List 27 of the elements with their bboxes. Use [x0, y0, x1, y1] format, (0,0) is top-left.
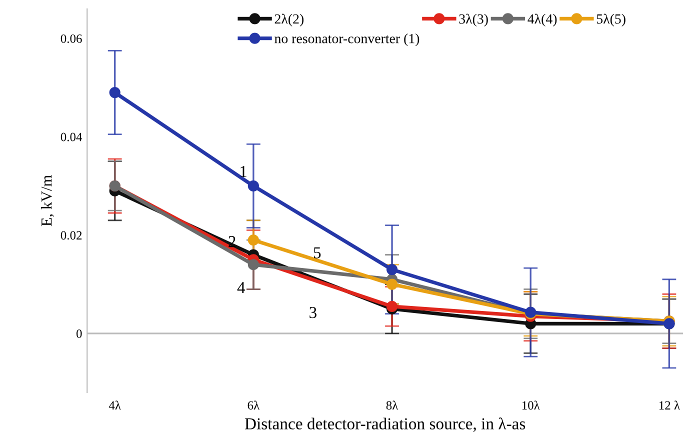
y-tick-label: 0.06 [60, 34, 82, 43]
legend-label: no resonator-converter (1) [274, 34, 420, 46]
annotation: 3 [310, 306, 316, 318]
legend-label: 3λ(3) [459, 14, 488, 26]
annotation: 4 [237, 282, 246, 294]
x-axis-title: Distance detector-radiation source, in λ-as [244, 418, 526, 432]
y-tick-label: 0 [76, 329, 82, 338]
legend-label: 4λ(4) [528, 14, 557, 26]
point [248, 259, 259, 270]
x-tick-label: 8λ [386, 400, 398, 410]
point [386, 300, 398, 312]
point [386, 278, 398, 290]
legend-label: 5λ(5) [596, 14, 626, 26]
legend-label: 2λ(2) [274, 14, 304, 26]
y-tick-label: 0.04 [60, 132, 82, 142]
annotation: 1 [240, 166, 246, 178]
point [386, 264, 398, 276]
y-axis-title: E, kV/m [40, 175, 54, 226]
annotation: 5 [314, 247, 321, 258]
point [248, 234, 259, 246]
x-tick-label: 10λ [522, 400, 540, 410]
x-tick-label: 4λ [108, 400, 121, 410]
point [109, 86, 120, 98]
point [248, 180, 259, 192]
y-tick-label: 0.02 [60, 231, 82, 240]
x-tick-label: 6λ [248, 400, 260, 410]
x-tick-label: 12 λ [659, 400, 680, 410]
